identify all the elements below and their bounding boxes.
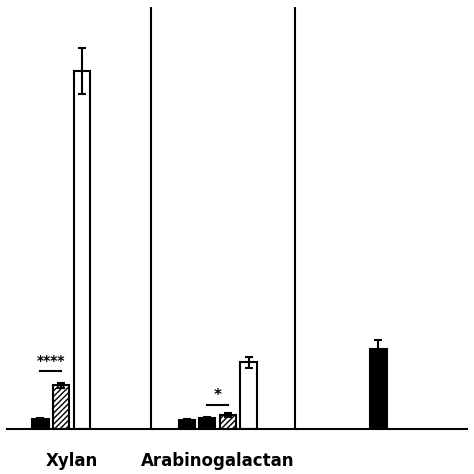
Text: Arabinogalactan: Arabinogalactan <box>141 452 294 470</box>
Text: *: * <box>214 388 222 403</box>
Bar <box>179 420 195 429</box>
Bar <box>53 385 69 429</box>
Bar <box>220 415 236 429</box>
Text: ****: **** <box>36 355 65 368</box>
Text: Xylan: Xylan <box>46 452 98 470</box>
Bar <box>199 418 216 429</box>
Bar <box>370 349 387 429</box>
Bar <box>32 419 49 429</box>
Bar <box>73 71 90 429</box>
Bar <box>240 363 257 429</box>
